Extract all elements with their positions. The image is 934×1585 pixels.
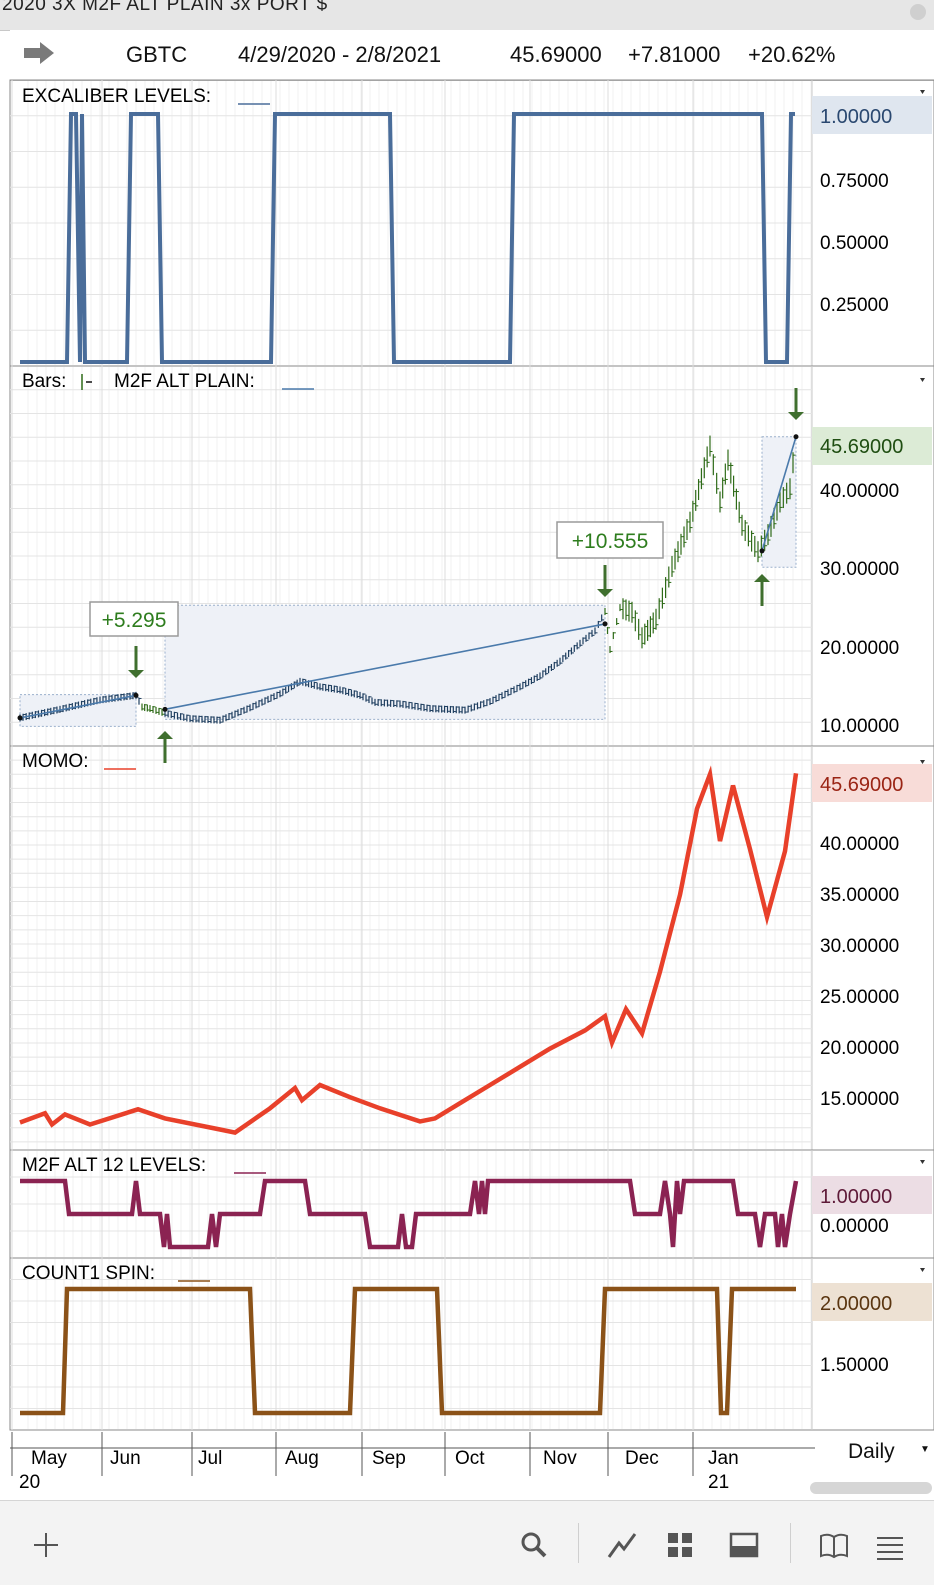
excaliber-line <box>20 112 795 364</box>
month-label: Dec <box>625 1448 659 1469</box>
sell-arrow-icon <box>597 565 613 597</box>
m2f12-value-tag: 1.00000 <box>820 1186 892 1208</box>
chart-area[interactable]: EXCALIBER LEVELS: Bars: M2F ALT PLAIN: M… <box>0 0 934 1500</box>
trend-line <box>164 623 606 711</box>
symbol[interactable]: GBTC <box>126 42 188 67</box>
buy-arrow-icon <box>157 731 173 763</box>
date-range[interactable]: 4/29/2020 - 2/8/2021 <box>238 42 442 67</box>
month-label: Jul <box>198 1448 222 1469</box>
count1-tick: 1.50000 <box>820 1355 889 1376</box>
trend-point <box>602 621 608 627</box>
trend-point <box>759 548 765 554</box>
excaliber-tick: 0.75000 <box>820 171 889 192</box>
momo-label: MOMO: <box>22 751 89 772</box>
panel-frame <box>9 745 934 1151</box>
year-label: 20 <box>19 1472 40 1493</box>
month-label: Jun <box>110 1448 141 1469</box>
price-tick: 40.00000 <box>820 481 899 502</box>
momo-tick: 35.00000 <box>820 885 899 906</box>
price-tick: 10.00000 <box>820 716 899 737</box>
book-icon[interactable] <box>818 1529 850 1561</box>
panel-menu-carets[interactable] <box>920 90 925 1272</box>
price-tick: 20.00000 <box>820 638 899 659</box>
trend-point <box>793 434 799 440</box>
momo-tick: 25.00000 <box>820 987 899 1008</box>
momo-tick: 15.00000 <box>820 1089 899 1110</box>
excaliber-label: EXCALIBER LEVELS: <box>22 86 211 107</box>
momo-tick: 20.00000 <box>820 1038 899 1059</box>
trend-point <box>17 715 23 721</box>
line-chart-icon[interactable] <box>606 1529 638 1561</box>
trend-point <box>133 692 139 698</box>
last-price: 45.69000 <box>510 42 602 67</box>
month-label: Nov <box>543 1448 577 1469</box>
panel-layout-icon[interactable] <box>728 1529 760 1561</box>
window-title-bar: 2020 3X M2F ALT PLAIN 3x PORT $ <box>0 0 934 31</box>
trend-point <box>162 706 168 712</box>
sell-arrow-icon <box>128 646 144 678</box>
bars-label: Bars: <box>22 371 66 392</box>
m2f12-label: M2F ALT 12 LEVELS: <box>22 1155 206 1176</box>
excaliber-tick: 0.25000 <box>820 295 889 316</box>
price-change: +7.81000 <box>628 42 721 67</box>
price-value-tag: 45.69000 <box>820 436 903 458</box>
month-label: Aug <box>285 1448 319 1469</box>
plus-icon[interactable] <box>30 1529 62 1561</box>
momo-value-tag: 45.69000 <box>820 774 903 796</box>
count1-value-tag: 2.00000 <box>820 1293 892 1315</box>
price-study-label: M2F ALT PLAIN: <box>114 371 255 392</box>
count1-line <box>20 1286 796 1416</box>
m2f12-tick: 0.00000 <box>820 1216 889 1237</box>
year-label: 21 <box>708 1472 729 1493</box>
chevron-down-icon[interactable]: ▼ <box>920 1444 930 1455</box>
excaliber-value-tag: 1.00000 <box>820 106 892 128</box>
m2f12-line <box>20 1178 799 1250</box>
momo-tick: 30.00000 <box>820 936 899 957</box>
horizontal-scrollbar[interactable] <box>810 1482 932 1494</box>
bottom-toolbar <box>0 1500 934 1585</box>
quote-header: GBTC 4/29/2020 - 2/8/2021 45.69000 +7.81… <box>10 30 934 81</box>
trend-line <box>19 694 137 719</box>
trend-line <box>761 436 797 552</box>
month-label: May <box>31 1448 67 1469</box>
gain-annotation: +10.555 <box>572 530 649 553</box>
sell-arrow-icon <box>788 388 804 420</box>
month-label: Sep <box>372 1448 406 1469</box>
arrow-right-icon[interactable] <box>22 40 56 66</box>
interval-selector[interactable]: Daily <box>848 1440 895 1463</box>
count1-label: COUNT1 SPIN: <box>22 1263 155 1284</box>
momo-line <box>19 765 799 1135</box>
excaliber-tick: 0.50000 <box>820 233 889 254</box>
month-label: Oct <box>455 1448 485 1469</box>
gain-annotation: +5.295 <box>102 609 167 632</box>
trade-box <box>164 604 606 720</box>
menu-icon[interactable] <box>874 1529 906 1561</box>
buy-arrow-icon <box>754 574 770 606</box>
price-tick: 30.00000 <box>820 559 899 580</box>
percent-change: +20.62% <box>748 42 836 67</box>
close-icon[interactable] <box>910 4 926 20</box>
grid-icon[interactable] <box>664 1529 696 1561</box>
momo-tick: 40.00000 <box>820 834 899 855</box>
search-icon[interactable] <box>518 1529 550 1561</box>
month-label: Jan <box>708 1448 739 1469</box>
window-title: 2020 3X M2F ALT PLAIN 3x PORT $ <box>2 0 328 15</box>
